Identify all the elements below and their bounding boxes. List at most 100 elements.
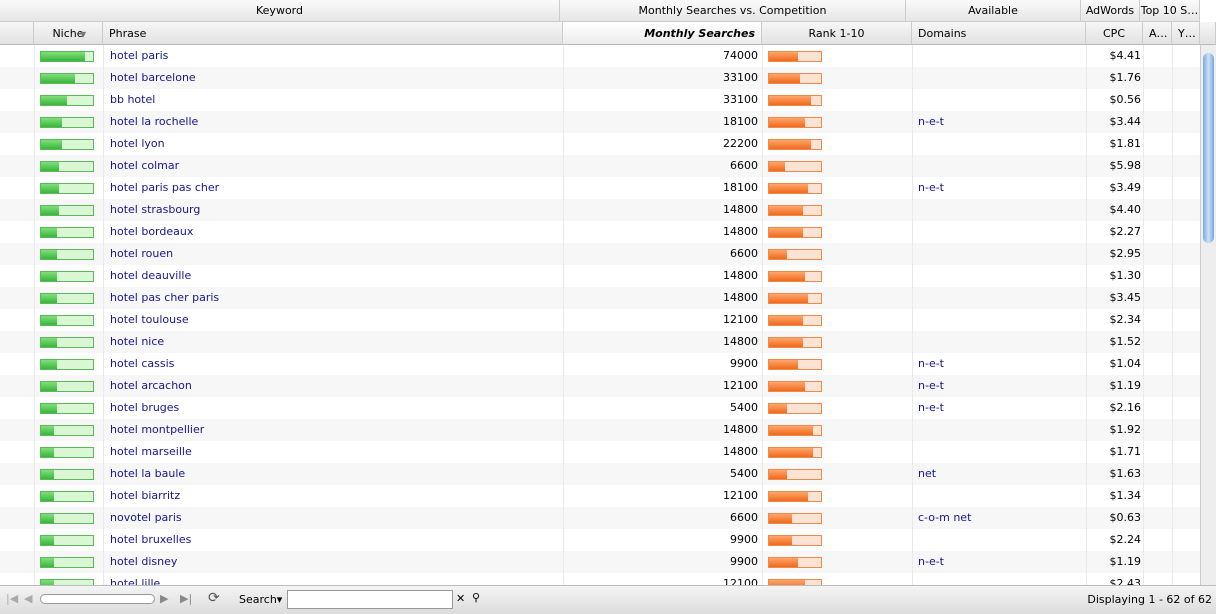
rank-bar xyxy=(769,206,803,215)
phrase[interactable]: novotel paris xyxy=(110,511,182,524)
cell-divider xyxy=(563,397,564,419)
grid-row[interactable]: hotel strasbourg 14800 $4.40 xyxy=(0,199,1200,222)
column-header[interactable]: Phrase xyxy=(103,22,563,45)
domains[interactable]: n-e-t xyxy=(918,357,944,370)
domains[interactable]: net xyxy=(918,467,937,480)
phrase[interactable]: hotel bruges xyxy=(110,401,180,414)
grid-row[interactable]: hotel arcachon 12100 n-e-t $1.19 xyxy=(0,375,1200,398)
clear-button[interactable]: ✕ xyxy=(456,592,466,605)
column-header[interactable]: Niche xyxy=(34,22,103,45)
phrase[interactable]: hotel nice xyxy=(110,335,165,348)
page-slider[interactable] xyxy=(40,594,155,604)
cpc: $0.56 xyxy=(1109,93,1142,106)
last-page[interactable]: ▶| xyxy=(180,592,193,605)
grid-row[interactable]: hotel biarritz 12100 $1.34 xyxy=(0,485,1200,508)
prev-page[interactable]: ◀ xyxy=(24,592,33,605)
phrase[interactable]: hotel arcachon xyxy=(110,379,192,392)
search-menu[interactable]: Search▾ xyxy=(239,593,283,606)
cell-divider xyxy=(563,221,564,243)
grid-row[interactable]: hotel lyon 22200 $1.81 xyxy=(0,133,1200,156)
domains[interactable]: n-e-t xyxy=(918,555,944,568)
domains[interactable]: n-e-t xyxy=(918,379,944,392)
grid-row[interactable]: hotel paris 74000 $4.41 xyxy=(0,45,1200,68)
cell-divider xyxy=(563,67,564,89)
cell-divider xyxy=(1086,485,1087,507)
phrase[interactable]: bb hotel xyxy=(110,93,156,106)
phrase[interactable]: hotel la rochelle xyxy=(110,115,199,128)
scroll-thumb[interactable] xyxy=(1203,53,1214,243)
column-header[interactable]: Monthly Searches xyxy=(563,22,762,45)
cell-divider xyxy=(912,551,913,573)
phrase[interactable]: hotel montpellier xyxy=(110,423,205,436)
grid-row[interactable]: hotel la rochelle 18100 n-e-t $3.44 xyxy=(0,111,1200,134)
cell-divider xyxy=(103,45,104,67)
search-button[interactable]: ⚲ xyxy=(472,591,481,604)
column-group: Available xyxy=(906,0,1081,22)
monthly-searches: 6600 xyxy=(730,247,758,260)
phrase[interactable]: hotel bordeaux xyxy=(110,225,194,238)
column-header[interactable]: CPC xyxy=(1086,22,1143,45)
phrase[interactable]: hotel paris xyxy=(110,49,169,62)
phrase[interactable]: hotel disney xyxy=(110,555,178,568)
rank-bar-track xyxy=(768,513,822,524)
phrase[interactable]: hotel toulouse xyxy=(110,313,189,326)
grid-row[interactable]: hotel la baule 5400 net $1.63 xyxy=(0,463,1200,486)
domains[interactable]: n-e-t xyxy=(918,115,944,128)
grid-row[interactable]: hotel rouen 6600 $2.95 xyxy=(0,243,1200,266)
phrase[interactable]: hotel la baule xyxy=(110,467,186,480)
rank-bar xyxy=(769,536,793,545)
scrollbar[interactable] xyxy=(1200,45,1216,585)
cpc: $2.16 xyxy=(1109,401,1142,414)
column-header[interactable]: Y… xyxy=(1172,22,1200,45)
monthly-searches: 14800 xyxy=(723,225,758,238)
column-header[interactable]: Domains xyxy=(912,22,1086,45)
phrase[interactable]: hotel colmar xyxy=(110,159,180,172)
phrase[interactable]: hotel barcelone xyxy=(110,71,196,84)
phrase[interactable]: hotel strasbourg xyxy=(110,203,201,216)
phrase[interactable]: hotel biarritz xyxy=(110,489,181,502)
grid-row[interactable]: hotel bordeaux 14800 $2.27 xyxy=(0,221,1200,244)
phrase[interactable]: hotel lille xyxy=(110,577,161,585)
domains[interactable]: n-e-t xyxy=(918,401,944,414)
rank-bar-track xyxy=(768,315,822,326)
cell-divider xyxy=(912,265,913,287)
grid-row[interactable]: hotel disney 9900 n-e-t $1.19 xyxy=(0,551,1200,574)
phrase[interactable]: hotel rouen xyxy=(110,247,174,260)
grid-row[interactable]: hotel colmar 6600 $5.98 xyxy=(0,155,1200,178)
grid-row[interactable]: hotel bruges 5400 n-e-t $2.16 xyxy=(0,397,1200,420)
search-input[interactable] xyxy=(287,590,453,609)
refresh-button[interactable]: ⟳ xyxy=(208,590,220,606)
cell-divider xyxy=(34,155,35,177)
grid-row[interactable]: hotel lille 12100 $2.43 xyxy=(0,573,1200,585)
domains[interactable]: n-e-t xyxy=(918,181,944,194)
column-header[interactable]: A… xyxy=(1143,22,1172,45)
grid-row[interactable]: hotel pas cher paris 14800 $3.45 xyxy=(0,287,1200,310)
cell-divider xyxy=(1143,265,1144,287)
phrase[interactable]: hotel pas cher paris xyxy=(110,291,220,304)
next-page[interactable]: ▶ xyxy=(160,592,169,605)
cell-divider xyxy=(1086,419,1087,441)
first-page[interactable]: |◀ xyxy=(6,592,19,605)
phrase[interactable]: hotel cassis xyxy=(110,357,175,370)
grid-row[interactable]: hotel cassis 9900 n-e-t $1.04 xyxy=(0,353,1200,376)
phrase[interactable]: hotel bruxelles xyxy=(110,533,192,546)
phrase[interactable]: hotel marseille xyxy=(110,445,192,458)
grid-row[interactable]: hotel paris pas cher 18100 n-e-t $3.49 xyxy=(0,177,1200,200)
phrase[interactable]: hotel paris pas cher xyxy=(110,181,220,194)
phrase[interactable]: hotel lyon xyxy=(110,137,165,150)
grid-row[interactable]: hotel montpellier 14800 $1.92 xyxy=(0,419,1200,442)
grid-row[interactable]: hotel deauville 14800 $1.30 xyxy=(0,265,1200,288)
grid-row[interactable]: hotel bruxelles 9900 $2.24 xyxy=(0,529,1200,552)
niche-bar xyxy=(41,448,54,457)
grid-row[interactable]: novotel paris 6600 c-o-m net $0.63 xyxy=(0,507,1200,530)
column-header[interactable]: Rank 1-10 xyxy=(762,22,912,45)
grid-row[interactable]: bb hotel 33100 $0.56 xyxy=(0,89,1200,112)
domains[interactable]: c-o-m net xyxy=(918,511,972,524)
grid-row[interactable]: hotel marseille 14800 $1.71 xyxy=(0,441,1200,464)
grid-row[interactable]: hotel toulouse 12100 $2.34 xyxy=(0,309,1200,332)
grid-row[interactable]: hotel barcelone 33100 $1.76 xyxy=(0,67,1200,90)
cell-divider xyxy=(1172,331,1173,353)
niche-bar-track xyxy=(40,447,94,458)
phrase[interactable]: hotel deauville xyxy=(110,269,192,282)
grid-row[interactable]: hotel nice 14800 $1.52 xyxy=(0,331,1200,354)
